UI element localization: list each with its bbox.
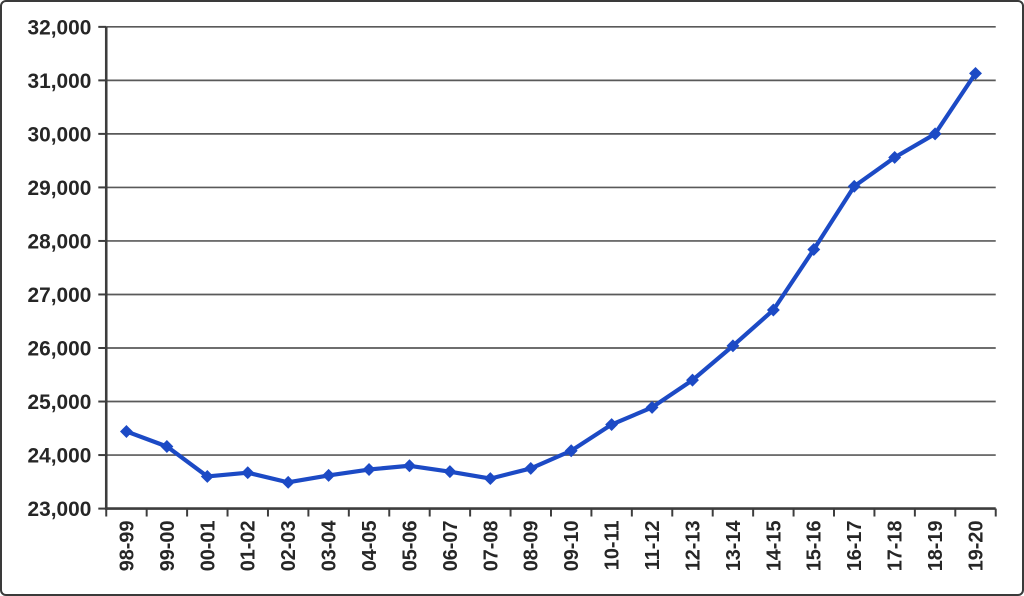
data-point-marker — [322, 468, 336, 482]
x-tick-label: 11-12 — [642, 520, 664, 570]
x-tick-label: 06-07 — [440, 520, 462, 571]
data-point-marker — [362, 463, 376, 476]
y-tick-label: 24,000 — [28, 444, 92, 467]
data-point-marker — [888, 150, 902, 164]
x-tick-label: 02-03 — [278, 520, 300, 571]
data-series-line — [124, 71, 978, 485]
data-point-marker — [443, 465, 457, 479]
y-tick-label: 25,000 — [28, 391, 92, 414]
x-tick-label: 14-15 — [763, 520, 785, 571]
x-tick-label: 00-01 — [197, 520, 219, 571]
data-point-marker — [807, 243, 821, 256]
data-point-marker — [847, 179, 861, 193]
data-point-marker — [605, 418, 619, 431]
x-tick-label: 09-10 — [561, 520, 583, 571]
x-tick-label: 15-16 — [804, 520, 826, 571]
x-tick-label: 03-04 — [319, 520, 341, 571]
data-point-marker — [524, 461, 538, 475]
x-tick-label: 01-02 — [238, 520, 260, 571]
x-tick-label: 16-17 — [844, 520, 866, 571]
y-tick-label: 29,000 — [28, 177, 92, 200]
data-point-marker — [403, 459, 416, 473]
data-point-marker — [969, 66, 982, 80]
data-point-marker — [686, 373, 699, 387]
x-tick-label: 98-99 — [116, 520, 138, 571]
x-tick-label: 05-06 — [399, 520, 421, 571]
data-point-marker — [564, 444, 578, 458]
x-tick-label: 19-20 — [965, 520, 987, 571]
x-tick-label: 18-19 — [925, 520, 947, 571]
x-tick-label: 07-08 — [480, 520, 502, 571]
x-tick-label: 04-05 — [359, 520, 381, 571]
data-point-marker — [120, 425, 133, 438]
x-tick-label: 10-11 — [602, 520, 624, 570]
data-point-marker — [241, 466, 255, 480]
x-tick-label: 12-13 — [682, 520, 704, 571]
y-tick-label: 30,000 — [28, 123, 92, 146]
x-tick-label: 17-18 — [885, 520, 907, 571]
y-tick-label: 23,000 — [28, 498, 92, 521]
x-tick-label: 08-09 — [521, 520, 543, 571]
x-tick-label: 13-14 — [723, 520, 745, 571]
data-point-marker — [928, 127, 942, 141]
data-point-marker — [483, 472, 497, 486]
y-tick-label: 28,000 — [28, 230, 92, 253]
x-tick-label: 99-00 — [157, 520, 179, 571]
y-tick-label: 27,000 — [28, 284, 92, 307]
data-point-marker — [281, 475, 295, 489]
y-tick-label: 32,000 — [28, 16, 92, 39]
y-tick-label: 26,000 — [28, 337, 92, 360]
y-tick-label: 31,000 — [28, 70, 92, 93]
